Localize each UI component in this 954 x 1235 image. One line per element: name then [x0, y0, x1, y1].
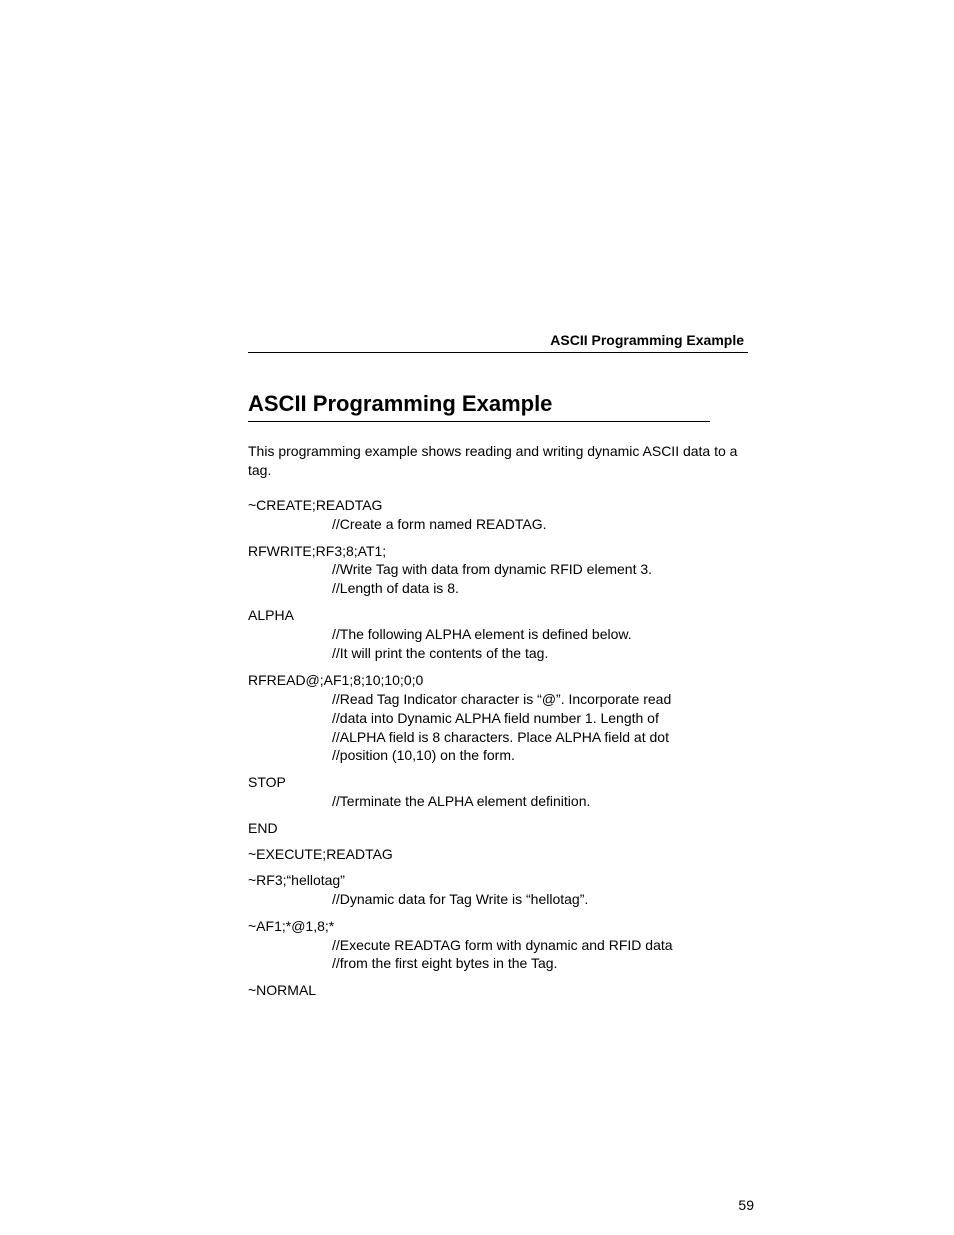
code-comment-line: //Read Tag Indicator character is “@”. I…: [332, 690, 748, 709]
code-comment-line: //The following ALPHA element is defined…: [332, 625, 748, 644]
code-block: ~RF3;“hellotag”//Dynamic data for Tag Wr…: [248, 871, 748, 909]
code-listing: ~CREATE;READTAG//Create a form named REA…: [248, 496, 748, 1007]
code-comment-line: //Length of data is 8.: [332, 579, 748, 598]
code-comment-line: //data into Dynamic ALPHA field number 1…: [332, 709, 748, 728]
code-command: ~AF1;*@1,8;*: [248, 917, 748, 936]
code-comment-line: //Execute READTAG form with dynamic and …: [332, 936, 748, 955]
code-comment-line: //Terminate the ALPHA element definition…: [332, 792, 748, 811]
code-comment-block: //Write Tag with data from dynamic RFID …: [332, 560, 748, 598]
code-comment-line: //Dynamic data for Tag Write is “hellota…: [332, 890, 748, 909]
code-comment-block: //Execute READTAG form with dynamic and …: [332, 936, 748, 974]
code-block: ~NORMAL: [248, 981, 748, 1007]
section-title: ASCII Programming Example: [248, 391, 710, 422]
code-comment-block: //Terminate the ALPHA element definition…: [332, 792, 748, 811]
code-block: ~AF1;*@1,8;*//Execute READTAG form with …: [248, 917, 748, 974]
code-command: RFWRITE;RF3;8;AT1;: [248, 542, 748, 561]
code-comment-line: //It will print the contents of the tag.: [332, 644, 748, 663]
code-block: ALPHA//The following ALPHA element is de…: [248, 606, 748, 663]
code-comment-line: //Write Tag with data from dynamic RFID …: [332, 560, 748, 579]
code-command: ALPHA: [248, 606, 748, 625]
code-command: RFREAD@;AF1;8;10;10;0;0: [248, 671, 748, 690]
code-command: ~NORMAL: [248, 981, 748, 1000]
code-block: ~EXECUTE;READTAG: [248, 845, 748, 871]
code-comment-block: //The following ALPHA element is defined…: [332, 625, 748, 663]
code-comment-block: //Create a form named READTAG.: [332, 515, 748, 534]
code-command: ~EXECUTE;READTAG: [248, 845, 748, 864]
code-block: ~CREATE;READTAG//Create a form named REA…: [248, 496, 748, 534]
code-comment-line: //position (10,10) on the form.: [332, 746, 748, 765]
code-comment-line: //from the first eight bytes in the Tag.: [332, 954, 748, 973]
code-comment-line: //Create a form named READTAG.: [332, 515, 748, 534]
running-header: ASCII Programming Example: [248, 332, 748, 353]
code-command: END: [248, 819, 748, 838]
code-command: STOP: [248, 773, 748, 792]
code-block: STOP//Terminate the ALPHA element defini…: [248, 773, 748, 811]
code-comment-block: //Read Tag Indicator character is “@”. I…: [332, 690, 748, 766]
code-comment-line: //ALPHA field is 8 characters. Place ALP…: [332, 728, 748, 747]
code-block: RFREAD@;AF1;8;10;10;0;0//Read Tag Indica…: [248, 671, 748, 765]
code-block: RFWRITE;RF3;8;AT1;//Write Tag with data …: [248, 542, 748, 599]
code-comment-block: //Dynamic data for Tag Write is “hellota…: [332, 890, 748, 909]
code-block: END: [248, 819, 748, 845]
code-command: ~CREATE;READTAG: [248, 496, 748, 515]
code-command: ~RF3;“hellotag”: [248, 871, 748, 890]
intro-paragraph: This programming example shows reading a…: [248, 442, 748, 480]
page-number: 59: [738, 1197, 754, 1213]
